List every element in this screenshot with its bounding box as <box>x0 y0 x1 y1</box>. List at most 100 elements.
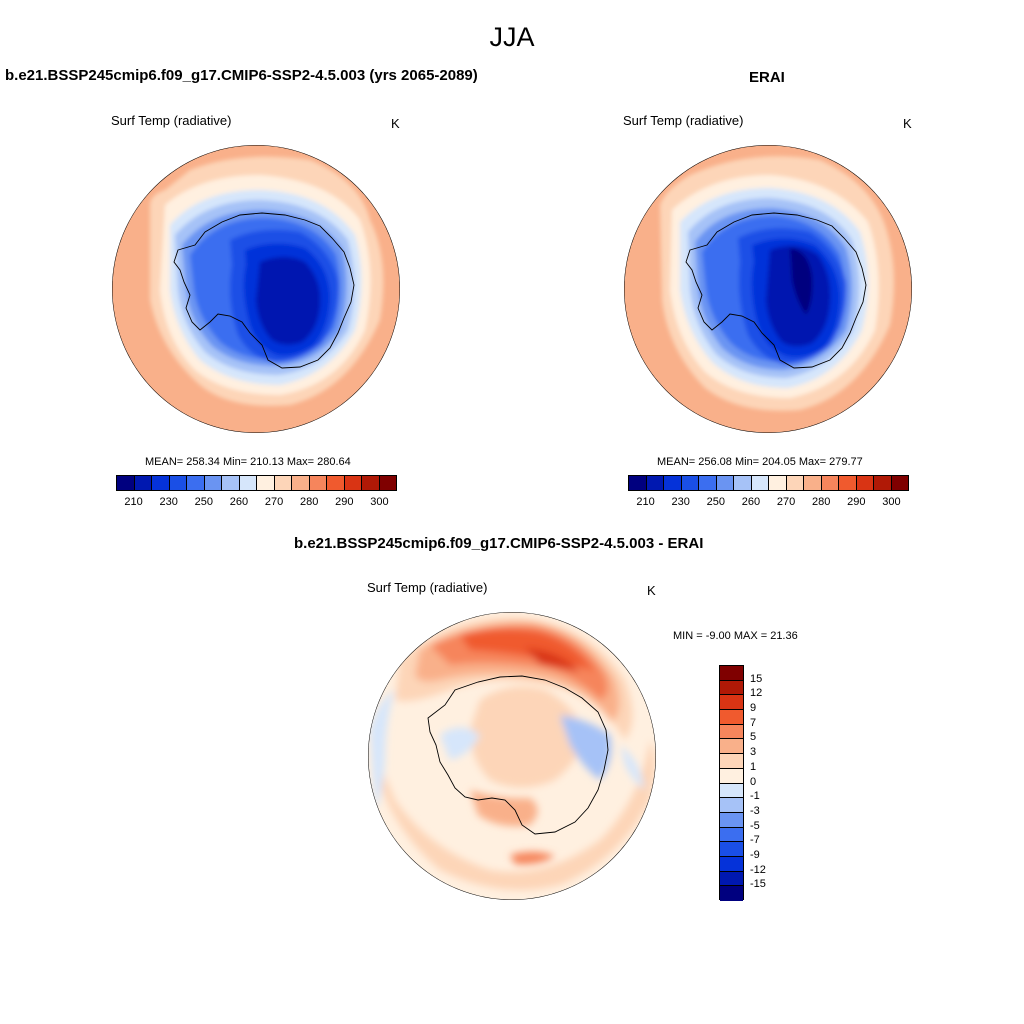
colorbar-tick-label: 0 <box>750 775 757 788</box>
colorbar-swatch <box>720 856 743 872</box>
colorbar-swatch <box>720 680 743 696</box>
panel1-units-label: K <box>391 116 400 131</box>
panel3-stats: MIN = -9.00 MAX = 21.36 <box>673 630 798 642</box>
colorbar-swatch <box>720 754 743 769</box>
panel2-coastline <box>685 212 867 369</box>
colorbar-swatch <box>379 476 396 490</box>
colorbar-tick-label: -1 <box>750 790 760 803</box>
colorbar-tick-label: 9 <box>750 702 757 715</box>
panel3-title: b.e21.BSSP245cmip6.f09_g17.CMIP6-SSP2-4.… <box>294 535 704 552</box>
panel1-colorbar <box>116 475 397 491</box>
panel3-colorbar <box>719 665 744 901</box>
colorbar-tick-label: 210 <box>124 496 143 508</box>
colorbar-swatch <box>720 798 743 813</box>
colorbar-swatch <box>664 476 682 490</box>
colorbar-tick-label: 250 <box>194 496 213 508</box>
panel3-variable-label: Surf Temp (radiative) <box>367 580 488 595</box>
colorbar-swatch <box>891 476 908 490</box>
colorbar-swatch <box>804 476 822 490</box>
colorbar-swatch <box>720 695 743 711</box>
colorbar-swatch <box>720 842 743 857</box>
colorbar-swatch <box>222 476 240 490</box>
colorbar-tick-label: -12 <box>750 863 766 876</box>
colorbar-swatch <box>786 476 804 490</box>
colorbar-swatch <box>344 476 362 490</box>
figure-title: JJA <box>489 22 535 52</box>
colorbar-swatch <box>257 476 275 490</box>
colorbar-swatch <box>720 768 743 784</box>
panel3-colorbar-labels: 15 12 9 7 5 3 1 0 -1 -3 -5 -7 -9 -12 -15 <box>750 665 790 900</box>
colorbar-tick-label: -9 <box>750 848 760 861</box>
panel3-coastline <box>427 675 609 835</box>
colorbar-tick-label: 260 <box>229 496 249 508</box>
colorbar-tick-label: 3 <box>750 746 757 759</box>
colorbar-swatch <box>751 476 769 490</box>
colorbar-swatch <box>856 476 874 490</box>
colorbar-swatch <box>720 812 743 828</box>
colorbar-swatch <box>720 724 743 740</box>
colorbar-swatch <box>629 476 647 490</box>
colorbar-tick-label: 230 <box>671 496 690 508</box>
panel1-colorbar-ticks: 210 230 250 260 270 280 290 300 <box>116 496 397 510</box>
colorbar-swatch <box>734 476 752 490</box>
panel2-colorbar <box>628 475 909 491</box>
panel1-coastline <box>173 212 355 369</box>
panel3-units-label: K <box>647 583 656 598</box>
colorbar-swatch <box>821 476 839 490</box>
colorbar-swatch <box>117 476 135 490</box>
colorbar-swatch <box>646 476 664 490</box>
colorbar-swatch <box>681 476 699 490</box>
panel2-map <box>624 145 912 433</box>
panel2-title: ERAI <box>749 69 785 86</box>
colorbar-tick-label: 300 <box>882 496 901 508</box>
colorbar-tick-label: 280 <box>300 496 319 508</box>
panel1-title: b.e21.BSSP245cmip6.f09_g17.CMIP6-SSP2-4.… <box>5 67 478 84</box>
colorbar-swatch <box>839 476 857 490</box>
colorbar-swatch <box>720 739 743 755</box>
colorbar-swatch <box>134 476 152 490</box>
colorbar-swatch <box>716 476 734 490</box>
colorbar-tick-label: 250 <box>706 496 725 508</box>
colorbar-tick-label: 280 <box>812 496 831 508</box>
colorbar-swatch <box>874 476 892 490</box>
colorbar-tick-label: -5 <box>750 819 760 832</box>
colorbar-tick-label: 1 <box>750 760 757 773</box>
colorbar-tick-label: 290 <box>847 496 866 508</box>
colorbar-tick-label: 5 <box>750 731 757 744</box>
colorbar-swatch <box>187 476 205 490</box>
colorbar-tick-label: 290 <box>335 496 354 508</box>
colorbar-tick-label: 270 <box>264 496 284 508</box>
colorbar-swatch <box>309 476 327 490</box>
colorbar-swatch <box>720 886 743 901</box>
colorbar-swatch <box>720 710 743 725</box>
colorbar-tick-label: 260 <box>741 496 761 508</box>
panel1-map <box>112 145 400 433</box>
colorbar-swatch <box>699 476 717 490</box>
colorbar-tick-label: 300 <box>370 496 389 508</box>
colorbar-swatch <box>152 476 170 490</box>
colorbar-swatch <box>169 476 187 490</box>
colorbar-swatch <box>292 476 310 490</box>
colorbar-tick-label: 12 <box>750 687 763 700</box>
colorbar-tick-label: -15 <box>750 878 766 891</box>
colorbar-swatch <box>204 476 222 490</box>
panel2-variable-label: Surf Temp (radiative) <box>623 113 744 128</box>
colorbar-tick-label: 7 <box>750 716 757 729</box>
colorbar-swatch <box>362 476 380 490</box>
colorbar-swatch <box>239 476 257 490</box>
panel3-map <box>368 612 656 900</box>
colorbar-tick-label: -3 <box>750 804 760 817</box>
colorbar-tick-label: 230 <box>159 496 178 508</box>
colorbar-swatch <box>720 871 743 887</box>
colorbar-swatch <box>720 666 743 681</box>
panel2-colorbar-ticks: 210 230 250 260 270 280 290 300 <box>628 496 909 510</box>
colorbar-swatch <box>720 783 743 799</box>
colorbar-tick-label: 210 <box>636 496 655 508</box>
panel1-stats: MEAN= 258.34 Min= 210.13 Max= 280.64 <box>145 456 351 468</box>
colorbar-swatch <box>720 827 743 843</box>
colorbar-tick-label: 270 <box>776 496 796 508</box>
colorbar-tick-label: 15 <box>750 672 763 685</box>
colorbar-swatch <box>274 476 292 490</box>
colorbar-tick-label: -7 <box>750 834 760 847</box>
